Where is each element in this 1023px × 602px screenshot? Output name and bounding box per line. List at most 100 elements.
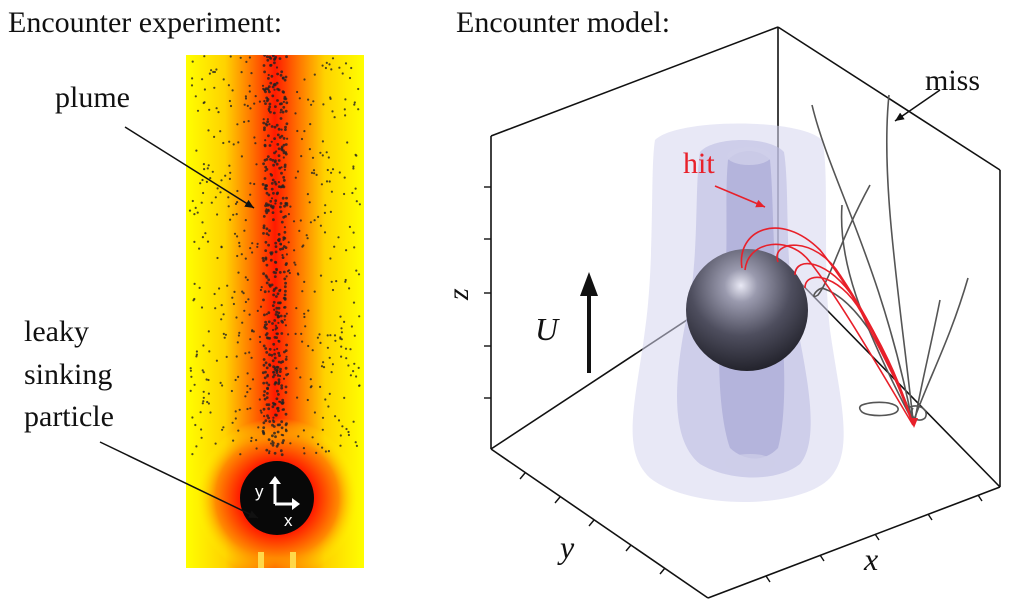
tracer-dot: [194, 423, 197, 427]
tracer-dot: [273, 160, 277, 164]
tracer-dot: [270, 182, 274, 185]
tracer-dot: [282, 179, 286, 182]
tracer-dot: [203, 168, 206, 171]
tracer-dot: [265, 168, 269, 171]
tracer-dot: [200, 306, 204, 309]
tracer-dot: [280, 148, 284, 152]
tracer-dot: [275, 81, 279, 85]
tracer-dot: [231, 296, 234, 299]
tracer-dot: [219, 130, 222, 133]
tracer-dot: [274, 324, 277, 327]
tracer-dot: [207, 392, 210, 395]
tracer-dot: [271, 55, 275, 58]
support-stripe-right: [290, 552, 296, 568]
tracer-dot: [326, 168, 329, 172]
tracer-dot: [270, 140, 273, 143]
tracer-dot: [353, 101, 356, 104]
tracer-dot: [188, 209, 192, 212]
tracer-dot: [319, 385, 322, 388]
tracer-dot: [271, 434, 274, 438]
tracer-dot: [353, 334, 356, 337]
tracer-dot: [333, 116, 336, 119]
tracer-dot: [285, 312, 288, 315]
tracer-dot: [262, 226, 266, 230]
tracer-dot: [296, 90, 299, 94]
tracer-dot: [265, 396, 269, 399]
tracer-dot: [282, 156, 285, 159]
tracer-dot: [250, 356, 253, 359]
tracer-dot: [232, 302, 235, 306]
tracer-dot: [266, 58, 270, 62]
tracer-dot: [273, 366, 277, 369]
tracer-dot: [346, 141, 349, 144]
tracer-dot: [274, 182, 278, 186]
tracer-dot: [282, 270, 286, 274]
tracer-dot: [286, 270, 290, 273]
z-axis-ticks: [484, 186, 491, 399]
tracer-dot: [199, 411, 202, 414]
tracer-dot: [277, 340, 281, 343]
tracer-dot: [328, 356, 331, 359]
tracer-dot: [326, 346, 329, 349]
plume-pointer: [124, 126, 255, 209]
tracer-dot: [216, 187, 219, 190]
tracer-dot: [199, 182, 202, 185]
tracer-dot: [215, 359, 218, 362]
tracer-dot: [284, 349, 288, 352]
tracer-dot: [200, 201, 203, 204]
tracer-dot: [268, 452, 271, 455]
tracer-dot: [206, 400, 209, 404]
tracer-dot: [211, 170, 214, 173]
inner-cap-bottom: [725, 454, 775, 472]
tracer-dot: [195, 353, 198, 356]
tracer-dot: [272, 191, 275, 195]
tracer-dot: [274, 241, 278, 245]
tracer-dot: [251, 329, 254, 332]
tracer-dot: [262, 381, 266, 385]
tracer-dot: [339, 337, 342, 340]
tracer-dot: [277, 238, 280, 242]
tracer-dot: [194, 95, 197, 98]
tracer-dot: [201, 178, 204, 182]
tracer-dot: [262, 118, 265, 121]
tracer-dot: [272, 111, 276, 115]
tracer-dot: [321, 140, 324, 143]
tracer-dot: [303, 312, 306, 315]
tracer-dot: [234, 410, 237, 413]
tracer-dot: [221, 428, 224, 431]
miss-label: miss: [925, 64, 980, 97]
tracer-dot: [289, 442, 292, 445]
tracer-dot: [229, 55, 232, 58]
tracer-dot: [253, 136, 256, 139]
tracer-dot: [248, 84, 251, 87]
tracer-dot: [245, 60, 248, 64]
tracer-dot: [280, 384, 284, 387]
tracer-dot: [333, 245, 336, 248]
tracer-dot: [262, 432, 266, 436]
tracer-dot: [265, 332, 269, 335]
tracer-dot: [345, 427, 348, 431]
tracer-dot: [347, 364, 350, 367]
tracer-dot: [216, 256, 219, 260]
tracer-dot: [277, 393, 280, 396]
tracer-dot: [231, 421, 234, 424]
tracer-dot: [278, 271, 282, 274]
tracer-dot: [226, 284, 229, 287]
tracer-dot: [244, 300, 247, 304]
tracer-dot: [246, 384, 249, 388]
tracer-dot: [283, 78, 287, 82]
tracer-dot: [271, 405, 275, 409]
tracer-dot: [316, 336, 319, 339]
tracer-dot: [280, 220, 284, 224]
tracer-dot: [222, 313, 225, 316]
tracer-dot: [326, 334, 329, 337]
tracer-dot: [313, 73, 316, 76]
tracer-dot: [241, 321, 244, 324]
tracer-dot: [222, 332, 225, 335]
tracer-dot: [284, 358, 288, 361]
tracer-dot: [272, 416, 275, 419]
tracer-dot: [284, 289, 287, 293]
tracer-dot: [324, 66, 327, 70]
tracer-dot: [246, 372, 249, 375]
tracer-dot: [267, 383, 271, 387]
